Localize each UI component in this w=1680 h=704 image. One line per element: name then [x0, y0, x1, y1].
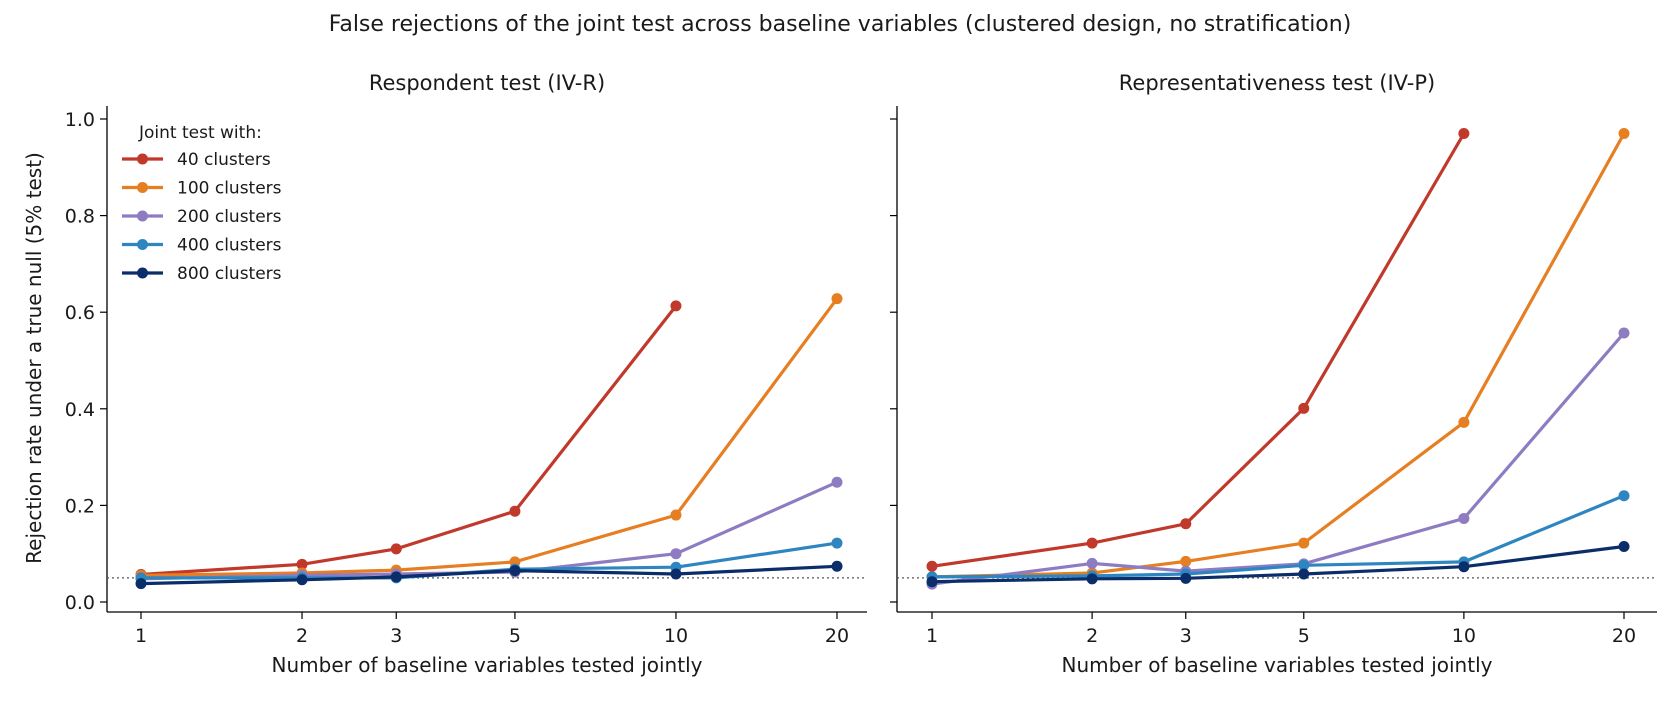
- data-point: [1086, 557, 1098, 569]
- series-line-40-clusters: [931, 132, 1466, 568]
- legend-label: 100 clusters: [177, 179, 282, 199]
- x-tick-label: 20: [825, 625, 849, 647]
- data-point: [1618, 540, 1630, 552]
- data-point: [1180, 555, 1192, 567]
- legend-title: Joint test with:: [138, 123, 262, 143]
- x-axis-label: Number of baseline variables tested join…: [1062, 653, 1493, 677]
- data-point: [831, 293, 843, 305]
- legend-marker: [137, 267, 148, 279]
- data-point: [1618, 327, 1630, 339]
- data-point: [1458, 561, 1470, 573]
- y-axis-label: Rejection rate under a true null (5% tes…: [22, 152, 46, 564]
- legend: Joint test with: 40 clusters 100 clusters 2…: [122, 123, 282, 284]
- data-point: [670, 300, 682, 312]
- data-point: [509, 565, 521, 577]
- legend-item: 800 clusters: [122, 264, 282, 284]
- legend-marker: [137, 210, 148, 222]
- y-tick-label: 0.0: [65, 592, 95, 614]
- x-tick-label: 10: [1452, 625, 1476, 647]
- legend-label: 800 clusters: [177, 264, 282, 284]
- y-tick-label: 1.0: [65, 109, 95, 131]
- data-point: [1458, 127, 1470, 139]
- y-tick-label: 0.6: [65, 302, 95, 324]
- legend-item: 200 clusters: [122, 207, 282, 227]
- panel-title: Respondent test (IV-R): [369, 71, 605, 95]
- x-tick-label: 5: [509, 625, 521, 647]
- legend-label: 400 clusters: [177, 236, 282, 256]
- series-line-100-clusters: [931, 132, 1626, 579]
- x-tick-label: 1: [926, 625, 938, 647]
- data-point: [670, 548, 682, 560]
- data-point: [831, 537, 843, 549]
- x-tick-label: 2: [296, 625, 308, 647]
- data-point: [135, 578, 147, 590]
- y-tick-label: 0.8: [65, 206, 95, 228]
- legend-label: 200 clusters: [177, 207, 282, 227]
- x-tick-label: 2: [1086, 625, 1098, 647]
- data-point: [1618, 490, 1630, 502]
- data-point: [296, 558, 308, 570]
- series-line-400-clusters: [931, 494, 1625, 579]
- x-tick-label: 3: [390, 625, 402, 647]
- data-point: [1298, 568, 1310, 580]
- panel-respondent-test: Respondent test (IV-R) 0.0 0.2 0.4 0.6 0.8 1.0…: [65, 71, 867, 677]
- panel-title: Representativeness test (IV-P): [1119, 71, 1435, 95]
- data-point: [1180, 518, 1192, 530]
- series-line-40-clusters: [140, 304, 678, 577]
- legend-marker: [137, 153, 148, 165]
- data-point: [1086, 537, 1098, 549]
- series-line-800-clusters: [931, 544, 1625, 584]
- x-tick-label: 5: [1298, 625, 1310, 647]
- series-line-100-clusters: [140, 297, 839, 577]
- series-line-800-clusters: [140, 564, 838, 586]
- data-point: [1180, 572, 1192, 584]
- data-point: [1086, 573, 1098, 585]
- data-point: [926, 560, 938, 572]
- legend-item: 400 clusters: [122, 236, 282, 256]
- legend-marker: [137, 239, 148, 250]
- x-axis-label: Number of baseline variables tested join…: [272, 653, 703, 677]
- data-point: [390, 543, 402, 555]
- data-point: [1458, 512, 1470, 524]
- data-point: [509, 505, 521, 517]
- x-tick-label: 1: [135, 625, 147, 647]
- legend-item: 100 clusters: [122, 179, 282, 199]
- data-point: [1298, 537, 1310, 549]
- legend-label: 40 clusters: [177, 150, 271, 170]
- data-point: [1618, 127, 1630, 139]
- x-tick-label: 10: [664, 625, 688, 647]
- data-point: [670, 568, 682, 580]
- data-point: [1298, 402, 1310, 414]
- data-point: [831, 476, 843, 488]
- legend-item: 40 clusters: [122, 150, 271, 170]
- x-tick-label: 20: [1612, 625, 1636, 647]
- data-point: [670, 509, 682, 521]
- data-point: [390, 571, 402, 583]
- data-point: [831, 560, 843, 572]
- data-point: [1298, 559, 1310, 571]
- data-point: [926, 576, 938, 588]
- figure-title: False rejections of the joint test acros…: [329, 12, 1352, 37]
- panel-representativeness-test: Representativeness test (IV-P) 1 2 3 5 10 20 Nu…: [890, 71, 1657, 677]
- x-tick-label: 3: [1180, 625, 1192, 647]
- data-point: [296, 574, 308, 586]
- data-point: [1458, 416, 1470, 428]
- legend-marker: [137, 182, 148, 193]
- y-tick-label: 0.2: [65, 495, 95, 517]
- y-tick-label: 0.4: [65, 399, 95, 421]
- series-line-200-clusters: [931, 331, 1626, 586]
